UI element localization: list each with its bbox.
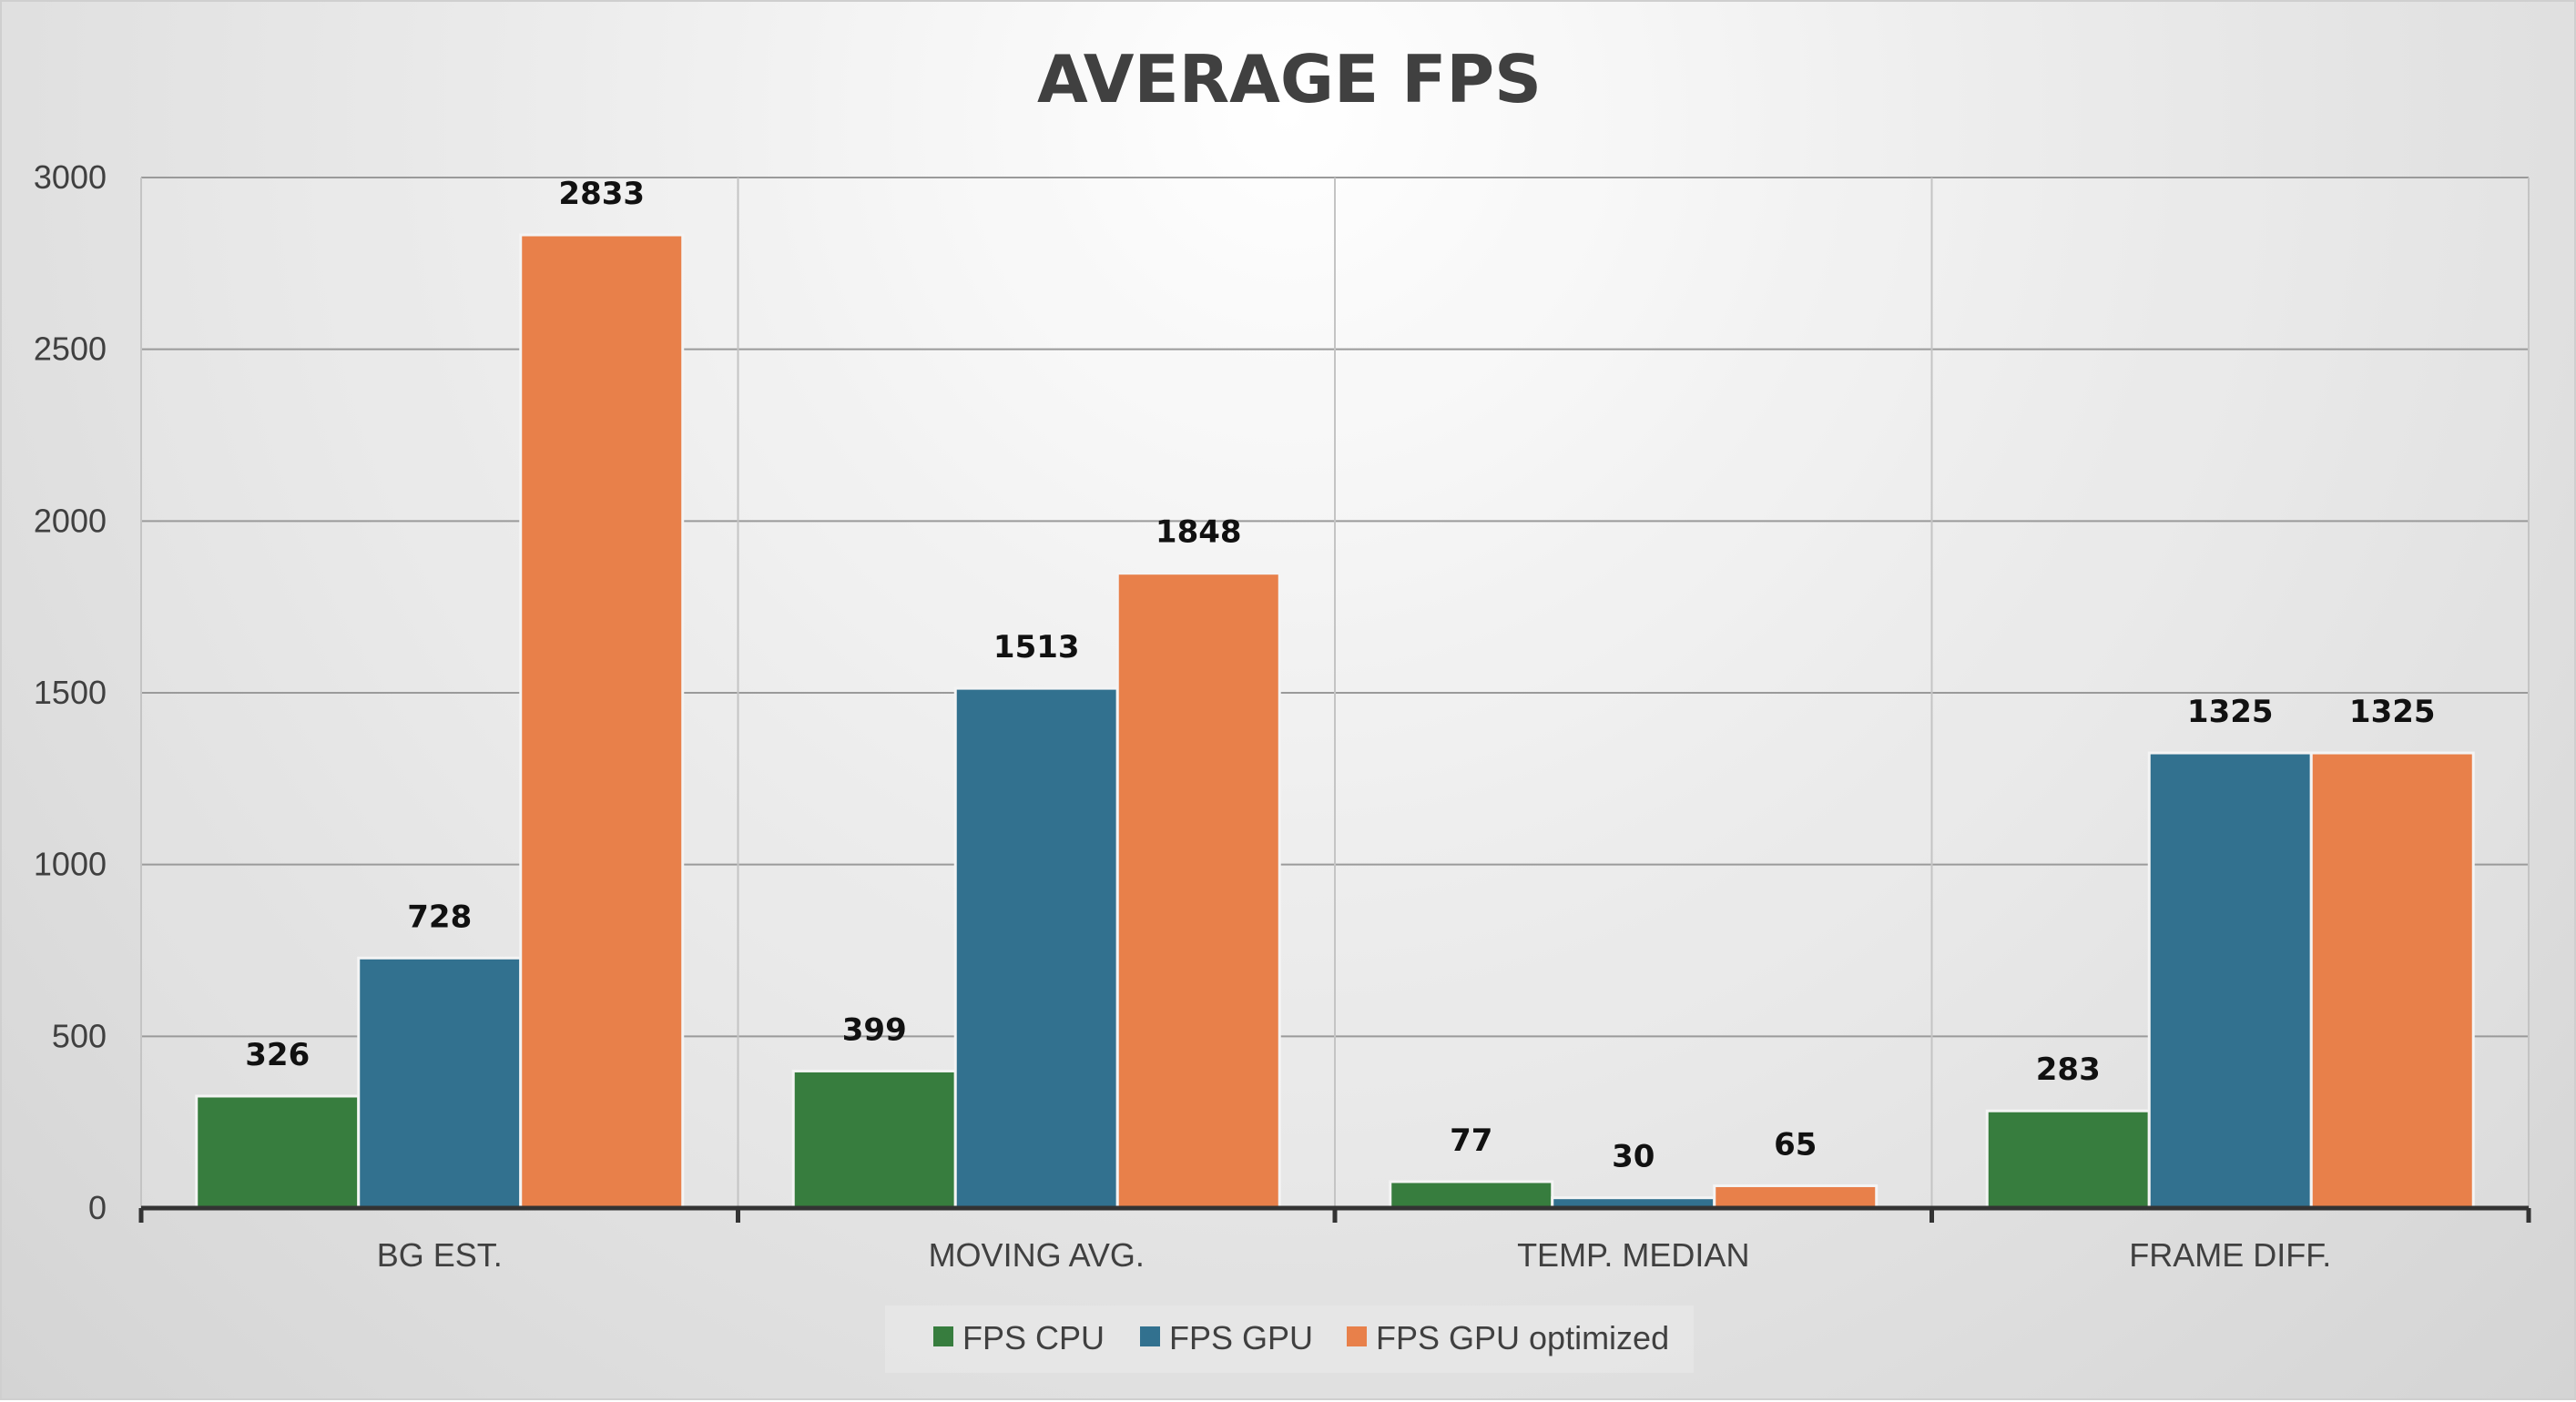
data-label: 2833 <box>558 176 645 212</box>
bar <box>791 1069 957 1210</box>
bar <box>195 1094 361 1210</box>
legend-swatch <box>1347 1326 1367 1346</box>
bar <box>519 233 685 1210</box>
data-label: 30 <box>1612 1139 1655 1175</box>
legend-swatch <box>1140 1326 1160 1346</box>
bar <box>1713 1184 1879 1210</box>
bars <box>195 233 2475 1210</box>
y-tick-label: 2000 <box>34 502 107 539</box>
data-label: 399 <box>842 1011 907 1048</box>
data-label: 1325 <box>2349 694 2436 730</box>
x-axis-categories: BG EST. MOVING AVG. TEMP. MEDIAN FRAME DIFF… <box>377 1236 2332 1274</box>
data-label: 77 <box>1450 1123 1492 1159</box>
bar <box>1389 1180 1554 1210</box>
legend-label: FPS CPU <box>962 1319 1105 1356</box>
data-label: 728 <box>407 899 472 935</box>
category-label: TEMP. MEDIAN <box>1517 1236 1749 1274</box>
legend: FPS CPU FPS GPU FPS GPU optimized <box>885 1305 1694 1373</box>
y-tick-label: 1000 <box>34 846 107 883</box>
data-label: 326 <box>245 1037 310 1073</box>
y-axis-ticks: 0 500 1000 1500 2000 2500 3000 <box>34 158 107 1226</box>
data-labels: 326 728 2833 399 1513 1848 77 30 65 283 1325 1325 <box>245 176 2435 1175</box>
category-label: FRAME DIFF. <box>2129 1236 2331 1274</box>
bar <box>1115 572 1281 1210</box>
y-tick-label: 500 <box>52 1017 107 1054</box>
chart-title: AVERAGE FPS <box>1037 41 1542 117</box>
data-label: 283 <box>2036 1052 2101 1088</box>
category-label: BG EST. <box>377 1236 503 1274</box>
data-label: 1513 <box>993 629 1080 665</box>
bar <box>357 956 523 1210</box>
y-tick-label: 1500 <box>34 674 107 711</box>
legend-box <box>885 1305 1694 1373</box>
x-axis <box>138 1205 2531 1223</box>
legend-label: FPS GPU optimized <box>1376 1319 1669 1356</box>
bar <box>2309 751 2475 1210</box>
y-tick-label: 3000 <box>34 158 107 196</box>
data-label: 65 <box>1774 1126 1817 1163</box>
legend-label: FPS GPU <box>1169 1319 1313 1356</box>
y-tick-label: 0 <box>88 1189 107 1226</box>
data-label: 1848 <box>1156 514 1242 551</box>
bar <box>1985 1109 2151 1210</box>
category-label: MOVING AVG. <box>929 1236 1145 1274</box>
bar <box>2147 751 2313 1210</box>
bar <box>953 686 1119 1210</box>
legend-swatch <box>933 1326 953 1346</box>
data-label: 1325 <box>2187 694 2274 730</box>
y-tick-label: 2500 <box>34 330 107 368</box>
